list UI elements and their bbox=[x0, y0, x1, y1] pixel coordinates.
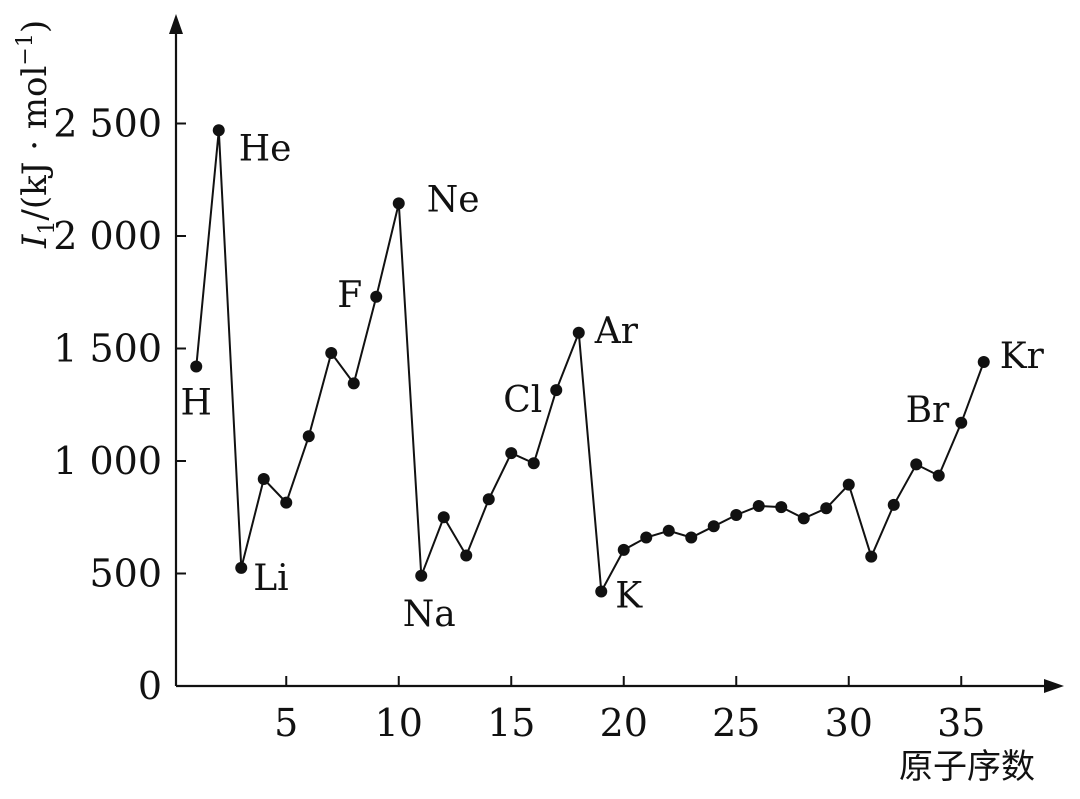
data-point bbox=[527, 457, 540, 470]
y-tick-label: 1 500 bbox=[53, 327, 162, 371]
axes bbox=[169, 14, 1064, 693]
data-point bbox=[212, 124, 225, 137]
x-tick-label: 5 bbox=[274, 701, 298, 745]
data-point bbox=[662, 524, 675, 537]
element-label: K bbox=[615, 576, 643, 617]
element-label: H bbox=[181, 383, 212, 424]
data-points bbox=[190, 124, 990, 598]
x-axis-arrowhead bbox=[1044, 679, 1064, 693]
x-ticks: 5 10 15 20 25 30 35 bbox=[274, 676, 985, 745]
data-point bbox=[797, 512, 810, 525]
data-point bbox=[617, 543, 630, 556]
element-labels: H He Li F Ne Na Cl Ar K Br Kr bbox=[181, 128, 1045, 635]
data-point bbox=[775, 501, 788, 514]
y-tick-label: 2 500 bbox=[53, 102, 162, 146]
data-point bbox=[460, 549, 473, 562]
y-axis-exponent: −1 bbox=[13, 33, 38, 65]
data-point bbox=[302, 430, 315, 443]
data-point bbox=[325, 347, 338, 359]
element-label: Br bbox=[906, 390, 950, 431]
data-point bbox=[707, 520, 720, 533]
y-axis-close: ) bbox=[15, 20, 55, 33]
data-point bbox=[820, 502, 833, 515]
x-axis-title: 原子序数 bbox=[899, 747, 1035, 787]
x-tick-label: 10 bbox=[375, 701, 423, 745]
data-point bbox=[977, 356, 990, 368]
element-label: Kr bbox=[1000, 336, 1045, 377]
data-point bbox=[685, 531, 698, 544]
data-point bbox=[190, 360, 203, 373]
data-point bbox=[257, 473, 270, 485]
data-point bbox=[752, 500, 765, 512]
data-point bbox=[550, 384, 563, 397]
y-axis-title: I1/(kJ · mol−1) bbox=[13, 20, 60, 249]
y-axis-arrowhead bbox=[169, 14, 183, 34]
x-tick-label: 30 bbox=[825, 701, 873, 745]
data-point bbox=[370, 290, 383, 303]
y-tick-label: 1 000 bbox=[53, 439, 162, 483]
y-axis-unit: /(kJ · mol bbox=[15, 66, 55, 221]
data-point bbox=[280, 496, 293, 509]
data-point bbox=[505, 447, 518, 460]
data-point bbox=[415, 569, 428, 582]
y-tick-label: 2 000 bbox=[53, 214, 162, 258]
x-tick-label: 35 bbox=[937, 701, 985, 745]
y-ticks: 0 500 1 000 1 500 2 000 2 500 bbox=[53, 102, 186, 708]
element-label: Cl bbox=[503, 380, 542, 421]
x-tick-label: 20 bbox=[600, 701, 648, 745]
data-point bbox=[347, 377, 360, 390]
y-tick-label: 500 bbox=[89, 552, 162, 596]
data-point bbox=[842, 478, 855, 491]
y-axis-symbol: I bbox=[15, 234, 55, 249]
data-point bbox=[572, 326, 585, 339]
data-point bbox=[865, 550, 878, 563]
element-label: Na bbox=[403, 594, 456, 635]
element-label: He bbox=[239, 128, 292, 169]
data-point bbox=[730, 509, 743, 521]
data-point bbox=[437, 511, 450, 524]
y-tick-label: 0 bbox=[138, 664, 162, 708]
element-label: F bbox=[337, 275, 362, 316]
element-label: Li bbox=[253, 558, 288, 599]
series-line bbox=[195, 130, 985, 595]
data-point bbox=[887, 498, 900, 511]
data-point bbox=[640, 531, 653, 544]
data-point bbox=[955, 416, 968, 429]
data-point bbox=[392, 197, 405, 210]
x-tick-label: 15 bbox=[487, 701, 535, 745]
data-point bbox=[910, 458, 923, 471]
data-point bbox=[595, 585, 608, 598]
x-tick-label: 25 bbox=[712, 701, 760, 745]
data-point bbox=[235, 561, 248, 574]
element-label: Ne bbox=[427, 179, 480, 220]
y-axis-subscript: 1 bbox=[35, 221, 60, 235]
element-label: Ar bbox=[594, 311, 639, 352]
data-point bbox=[932, 469, 945, 482]
data-point bbox=[482, 493, 495, 506]
